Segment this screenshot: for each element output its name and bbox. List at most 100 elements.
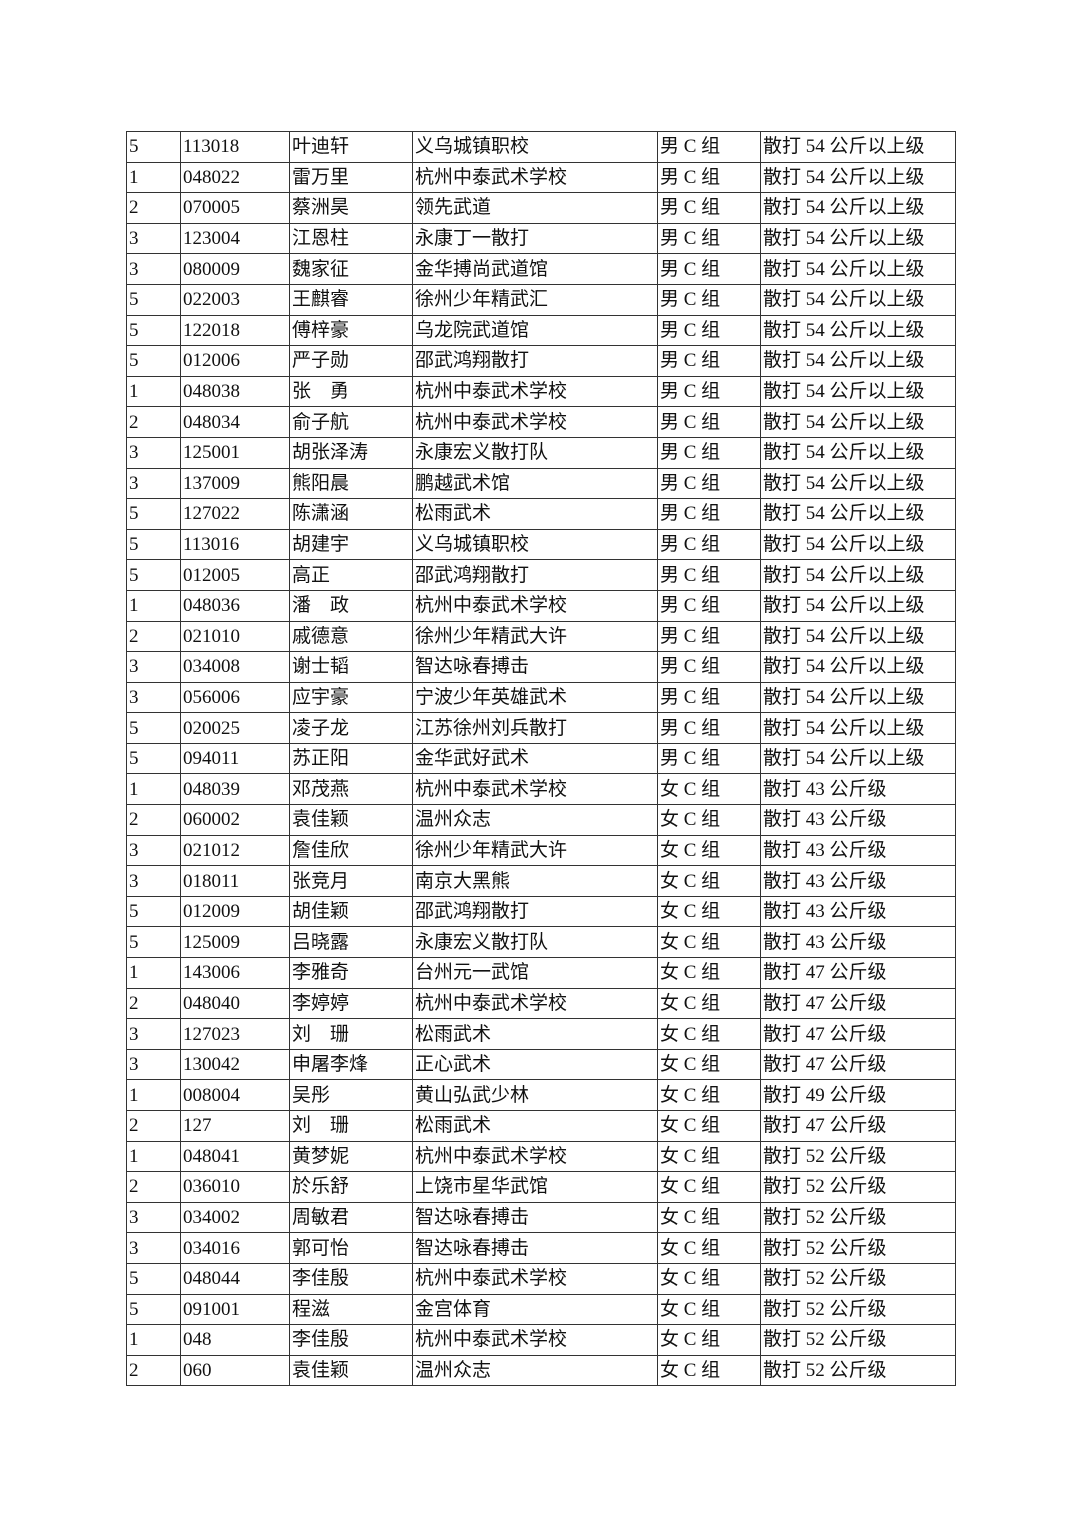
id-cell: 018011 <box>180 865 290 897</box>
event-cell: 散打 54 公斤以上级 <box>760 589 956 622</box>
rank-cell: 2 <box>126 1354 181 1387</box>
school-cell: 智达咏春搏击 <box>412 1201 658 1234</box>
table-row: 1 048 李佳殷 杭州中泰武术学校女 C 组散打 52 公斤级 <box>126 1324 956 1356</box>
id-cell: 021012 <box>180 834 290 867</box>
name-cell: 申屠李烽 <box>289 1048 413 1081</box>
table-row: 5 091001 程滋 金宫体育女 C 组散打 52 公斤级 <box>126 1293 956 1326</box>
event-cell: 散打 43 公斤级 <box>760 895 956 928</box>
group-cell: 女 C 组 <box>657 1354 761 1387</box>
id-cell: 143006 <box>180 957 290 989</box>
name-cell: 吕晓露 <box>289 926 413 959</box>
group-cell: 女 C 组 <box>657 1232 761 1264</box>
id-cell: 008004 <box>180 1079 290 1111</box>
group-cell: 男 C 组 <box>657 528 761 561</box>
event-cell: 散打 52 公斤级 <box>760 1140 956 1173</box>
rank-cell: 3 <box>126 1232 181 1264</box>
id-cell: 048039 <box>180 773 290 806</box>
rank-cell: 5 <box>126 926 181 959</box>
id-cell: 127023 <box>180 1018 290 1050</box>
table-row: 3 021012 詹佳欣 徐州少年精武大许女 C 组散打 43 公斤级 <box>126 834 956 867</box>
table-row: 5 012006 严子勋 邵武鸿翔散打男 C 组散打 54 公斤以上级 <box>126 345 956 377</box>
name-cell: 李婷婷 <box>289 987 413 1020</box>
group-cell: 男 C 组 <box>657 467 761 500</box>
name-cell: 袁佳颖 <box>289 1354 413 1387</box>
group-cell: 女 C 组 <box>657 804 761 836</box>
name-cell: 周敏君 <box>289 1201 413 1234</box>
school-cell: 松雨武术 <box>412 1018 658 1050</box>
id-cell: 070005 <box>180 192 290 224</box>
id-cell: 056006 <box>180 681 290 714</box>
group-cell: 女 C 组 <box>657 1201 761 1234</box>
group-cell: 女 C 组 <box>657 773 761 806</box>
group-cell: 女 C 组 <box>657 1171 761 1203</box>
group-cell: 男 C 组 <box>657 345 761 377</box>
group-cell: 男 C 组 <box>657 712 761 744</box>
name-cell: 苏正阳 <box>289 742 413 775</box>
table-row: 5 048044 李佳殷 杭州中泰武术学校女 C 组散打 52 公斤级 <box>126 1262 956 1295</box>
name-cell: 李雅奇 <box>289 957 413 989</box>
rank-cell: 2 <box>126 804 181 836</box>
event-cell: 散打 54 公斤以上级 <box>760 712 956 744</box>
group-cell: 男 C 组 <box>657 375 761 408</box>
name-cell: 郭可怡 <box>289 1232 413 1264</box>
group-cell: 男 C 组 <box>657 406 761 438</box>
name-cell: 江恩柱 <box>289 222 413 255</box>
school-cell: 智达咏春搏击 <box>412 1232 658 1264</box>
school-cell: 徐州少年精武大许 <box>412 834 658 867</box>
table-row: 3 034016 郭可怡 智达咏春搏击女 C 组散打 52 公斤级 <box>126 1232 956 1264</box>
group-cell: 女 C 组 <box>657 1140 761 1173</box>
name-cell: 严子勋 <box>289 345 413 377</box>
results-table-body: 5 113018 叶迪轩 义乌城镇职校男 C 组散打 54 公斤以上级 1 048022 雷… <box>126 131 956 1387</box>
school-cell: 杭州中泰武术学校 <box>412 987 658 1020</box>
school-cell: 徐州少年精武汇 <box>412 283 658 316</box>
name-cell: 俞子航 <box>289 406 413 438</box>
rank-cell: 1 <box>126 1079 181 1111</box>
event-cell: 散打 54 公斤以上级 <box>760 467 956 500</box>
rank-cell: 2 <box>126 620 181 653</box>
table-row: 1 048022 雷万里 杭州中泰武术学校男 C 组散打 54 公斤以上级 <box>126 161 956 194</box>
name-cell: 张竞月 <box>289 865 413 897</box>
id-cell: 113018 <box>180 131 290 163</box>
table-row: 5 022003 王麒睿 徐州少年精武汇男 C 组散打 54 公斤以上级 <box>126 283 956 316</box>
group-cell: 男 C 组 <box>657 589 761 622</box>
event-cell: 散打 54 公斤以上级 <box>760 314 956 347</box>
id-cell: 012005 <box>180 559 290 591</box>
rank-cell: 2 <box>126 192 181 224</box>
school-cell: 邵武鸿翔散打 <box>412 895 658 928</box>
group-cell: 女 C 组 <box>657 1293 761 1326</box>
id-cell: 127022 <box>180 498 290 530</box>
group-cell: 女 C 组 <box>657 1018 761 1050</box>
school-cell: 杭州中泰武术学校 <box>412 1140 658 1173</box>
table-row: 3 018011 张竞月 南京大黑熊女 C 组散打 43 公斤级 <box>126 865 956 897</box>
school-cell: 温州众志 <box>412 1354 658 1387</box>
id-cell: 021010 <box>180 620 290 653</box>
school-cell: 黄山弘武少林 <box>412 1079 658 1111</box>
table-row: 2 060 袁佳颖 温州众志女 C 组散打 52 公斤级 <box>126 1354 956 1387</box>
table-row: 1 143006 李雅奇 台州元一武馆女 C 组散打 47 公斤级 <box>126 957 956 989</box>
event-cell: 散打 54 公斤以上级 <box>760 253 956 285</box>
event-cell: 散打 54 公斤以上级 <box>760 131 956 163</box>
event-cell: 散打 54 公斤以上级 <box>760 651 956 683</box>
school-cell: 永康丁一散打 <box>412 222 658 255</box>
id-cell: 113016 <box>180 528 290 561</box>
school-cell: 杭州中泰武术学校 <box>412 589 658 622</box>
group-cell: 男 C 组 <box>657 283 761 316</box>
event-cell: 散打 47 公斤级 <box>760 1110 956 1142</box>
event-cell: 散打 43 公斤级 <box>760 804 956 836</box>
id-cell: 048044 <box>180 1262 290 1295</box>
group-cell: 女 C 组 <box>657 895 761 928</box>
event-cell: 散打 52 公斤级 <box>760 1201 956 1234</box>
name-cell: 吴彤 <box>289 1079 413 1111</box>
id-cell: 125009 <box>180 926 290 959</box>
rank-cell: 5 <box>126 559 181 591</box>
event-cell: 散打 52 公斤级 <box>760 1354 956 1387</box>
rank-cell: 3 <box>126 865 181 897</box>
name-cell: 詹佳欣 <box>289 834 413 867</box>
id-cell: 091001 <box>180 1293 290 1326</box>
school-cell: 杭州中泰武术学校 <box>412 773 658 806</box>
name-cell: 刘 珊 <box>289 1018 413 1050</box>
rank-cell: 1 <box>126 1324 181 1356</box>
table-row: 1 048036 潘 政杭州中泰武术学校男 C 组散打 54 公斤以上级 <box>126 589 956 622</box>
rank-cell: 3 <box>126 651 181 683</box>
name-cell: 戚德意 <box>289 620 413 653</box>
